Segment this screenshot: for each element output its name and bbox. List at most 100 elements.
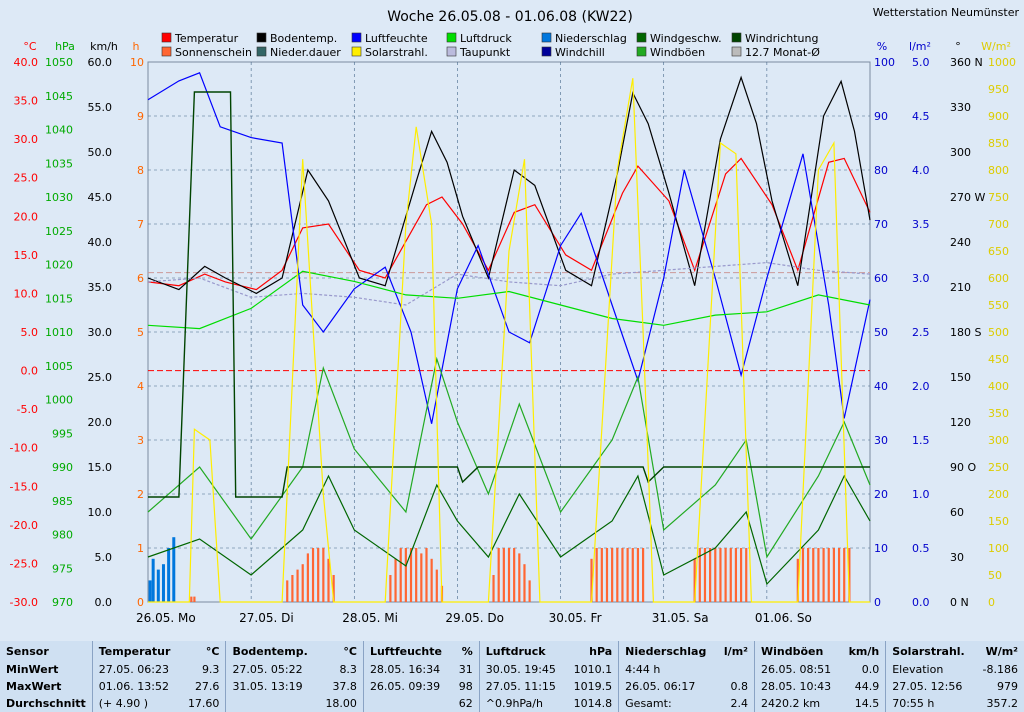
axis-tick-kmh: 60.0 bbox=[88, 56, 113, 69]
axis-tick-kmh: 40.0 bbox=[88, 236, 113, 249]
axis-tick-celsius: 30.0 bbox=[14, 133, 39, 146]
bar-sonnenschein bbox=[513, 548, 516, 602]
bar-niederschlag bbox=[167, 548, 171, 602]
axis-tick-hpa: 985 bbox=[52, 495, 73, 508]
axis-tick-celsius: -20.0 bbox=[10, 519, 38, 532]
stats-header-unit: km/h bbox=[840, 641, 886, 662]
axis-tick-hpa: 990 bbox=[52, 461, 73, 474]
bar-sonnenschein bbox=[502, 548, 505, 602]
bar-niederschlag bbox=[172, 537, 176, 602]
axis-tick-degrees: 270 W bbox=[950, 191, 985, 204]
axis-tick-percent: 0 bbox=[874, 596, 881, 609]
bar-sonnenschein bbox=[435, 569, 438, 602]
bar-sonnenschein bbox=[306, 553, 309, 602]
axis-tick-degrees: 360 N bbox=[950, 56, 983, 69]
axis-tick-celsius: 20.0 bbox=[14, 210, 39, 223]
axis-tick-hours: 2 bbox=[137, 488, 144, 501]
axis-tick-hours: 8 bbox=[137, 164, 144, 177]
stats-value: 979 bbox=[974, 678, 1024, 696]
axis-tick-kmh: 35.0 bbox=[88, 281, 113, 294]
stats-value: 14.5 bbox=[840, 695, 886, 712]
stats-value: 357.2 bbox=[974, 695, 1024, 712]
bar-sonnenschein bbox=[425, 548, 428, 602]
legend-swatch bbox=[161, 46, 172, 57]
axis-tick-kmh: 15.0 bbox=[88, 461, 113, 474]
legend: Temperatur Bodentemp. Luftfeuchte Luftdruck… bbox=[161, 32, 820, 59]
bar-sonnenschein bbox=[492, 575, 495, 602]
bar-sonnenschein bbox=[837, 548, 841, 602]
legend-swatch bbox=[351, 32, 362, 43]
legend-label: Windchill bbox=[555, 46, 605, 59]
stats-value: 62 bbox=[451, 695, 480, 712]
axis-unit-wm2: W/m² bbox=[981, 40, 1011, 53]
bar-sonnenschein bbox=[327, 558, 330, 602]
bar-sonnenschein bbox=[301, 564, 304, 602]
stats-cell: 31.05. 13:19 bbox=[225, 678, 318, 696]
legend-label: Windböen bbox=[650, 46, 705, 59]
bar-sonnenschein bbox=[801, 548, 805, 602]
axis-tick-celsius: 10.0 bbox=[14, 287, 39, 300]
legend-swatch bbox=[541, 32, 552, 43]
axis-tick-celsius: 0.0 bbox=[21, 365, 39, 378]
bar-sonnenschein bbox=[595, 548, 598, 602]
axis-tick-lm2: 1.0 bbox=[912, 488, 930, 501]
axis-unit-percent: % bbox=[877, 40, 887, 53]
axis-unit-celsius: °C bbox=[23, 40, 37, 53]
bar-sonnenschein bbox=[616, 548, 619, 602]
stats-row: MinWert 27.05. 06:23 9.3 27.05. 05:22 8.3 28.… bbox=[0, 661, 1024, 679]
stats-cell: 27.05. 05:22 bbox=[225, 661, 318, 679]
axis-tick-celsius: 15.0 bbox=[14, 249, 39, 262]
stats-cell: (+ 4.90 ) bbox=[91, 695, 181, 712]
stats-cell: 27.05. 11:15 bbox=[478, 678, 566, 696]
axis-tick-degrees: 330 bbox=[950, 101, 971, 114]
stats-header-cell: Temperatur bbox=[91, 641, 181, 662]
legend-swatch bbox=[731, 32, 742, 43]
stats-cell: 26.05. 09:39 bbox=[362, 678, 452, 696]
axis-tick-percent: 50 bbox=[874, 326, 888, 339]
stats-value: 37.8 bbox=[317, 678, 364, 696]
stats-header-unit: % bbox=[451, 641, 480, 662]
axis-tick-kmh: 25.0 bbox=[88, 371, 113, 384]
stats-header-cell: Luftdruck bbox=[478, 641, 566, 662]
axis-tick-percent: 40 bbox=[874, 380, 888, 393]
legend-label: 12.7 Monat-Ø bbox=[745, 46, 820, 59]
axis-tick-degrees: 120 bbox=[950, 416, 971, 429]
x-tick-label: 01.06. So bbox=[755, 611, 812, 625]
bar-niederschlag bbox=[161, 564, 165, 602]
axis-tick-wm2: 950 bbox=[988, 83, 1009, 96]
bar-series bbox=[148, 537, 851, 602]
line-taupunkt bbox=[147, 261, 871, 306]
axis-tick-lm2: 5.0 bbox=[912, 56, 930, 69]
stats-value: 44.9 bbox=[840, 678, 886, 696]
x-tick-label: 27.05. Di bbox=[239, 611, 294, 625]
axis-tick-wm2: 0 bbox=[988, 596, 995, 609]
legend-swatch bbox=[256, 32, 267, 43]
axis-tick-kmh: 10.0 bbox=[88, 506, 113, 519]
stats-cell: ^0.9hPa/h bbox=[478, 695, 566, 712]
stats-header-cell: Bodentemp. bbox=[225, 641, 318, 662]
axis-tick-wm2: 650 bbox=[988, 245, 1009, 258]
bar-sonnenschein bbox=[745, 548, 748, 602]
bar-sonnenschein bbox=[812, 548, 815, 602]
axis-tick-hpa: 980 bbox=[52, 529, 73, 542]
stats-header-cell: Niederschlag bbox=[618, 641, 717, 662]
axis-tick-hpa: 1030 bbox=[45, 191, 73, 204]
bar-sonnenschein bbox=[605, 548, 609, 602]
axis-tick-wm2: 400 bbox=[988, 380, 1009, 393]
axis-tick-celsius: 40.0 bbox=[14, 56, 39, 69]
bar-sonnenschein bbox=[332, 575, 335, 602]
axis-tick-percent: 90 bbox=[874, 110, 888, 123]
bar-sonnenschein bbox=[399, 548, 402, 602]
bar-sonnenschein bbox=[703, 548, 707, 602]
stats-cell: 01.06. 13:52 bbox=[91, 678, 181, 696]
axis-tick-hours: 4 bbox=[137, 380, 144, 393]
line-bodentemp. bbox=[147, 75, 871, 295]
axis-tick-celsius: -30.0 bbox=[10, 596, 38, 609]
bar-niederschlag bbox=[148, 580, 152, 602]
axis-tick-lm2: 2.0 bbox=[912, 380, 930, 393]
x-tick-label: 30.05. Fr bbox=[549, 611, 602, 625]
bar-sonnenschein bbox=[724, 548, 727, 602]
legend-label: Solarstrahl. bbox=[365, 46, 428, 59]
stats-value: 1014.8 bbox=[565, 695, 619, 712]
axis-tick-lm2: 0.5 bbox=[912, 542, 930, 555]
